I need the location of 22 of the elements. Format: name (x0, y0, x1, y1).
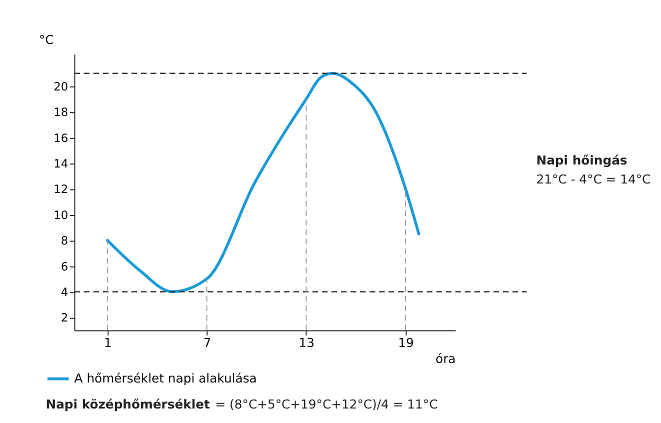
y-tick-label: 10 (54, 208, 68, 222)
y-tick-label: 18 (54, 105, 68, 120)
y-tick-label: 14 (54, 156, 68, 171)
x-axis-title: óra (435, 352, 456, 366)
y-tick-label: 8 (60, 234, 68, 248)
text: Napi középhőmérséklet (46, 397, 210, 412)
y-tick-label: 20 (54, 79, 68, 94)
text: Napi hőingás (536, 154, 628, 168)
y-tick-label: 6 (60, 259, 68, 274)
x-tick-label: 19 (398, 336, 414, 350)
x-tick-label: 7 (203, 336, 212, 350)
legend-label: A hőmérséklet napi alakulása (74, 372, 257, 386)
y-tick-label: 12 (54, 182, 68, 196)
text: = (8°C+5°C+19°C+12°C)/4 = 11°C (215, 397, 438, 412)
y-tick-label: 2 (60, 310, 68, 325)
y-axis-title: °C (38, 33, 54, 48)
line-series (106, 72, 420, 294)
text: 21°C - 4°C = 14°C (536, 172, 651, 187)
y-tick-label: 4 (60, 285, 68, 300)
x-tick-label: 1 (104, 336, 112, 350)
x-tick-label: 13 (298, 336, 315, 350)
y-tick-label: 16 (54, 130, 68, 145)
